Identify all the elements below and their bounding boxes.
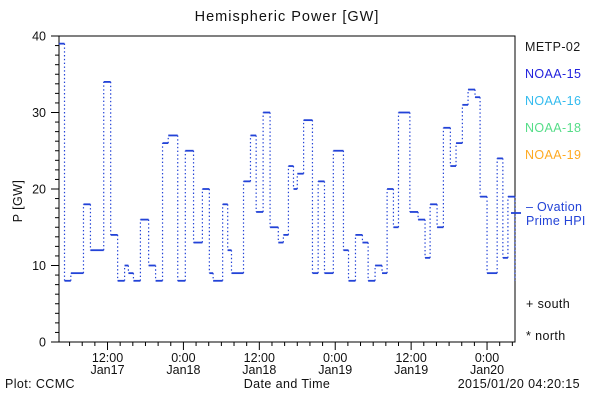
y-tick-label: 10	[32, 259, 46, 273]
y-tick-label: 20	[32, 183, 46, 197]
y-tick-label: 30	[32, 106, 46, 120]
legend-item-noaa18: NOAA-18	[525, 121, 582, 135]
legend-item-noaa15: NOAA-15	[525, 67, 582, 81]
y-tick-label: 0	[39, 336, 46, 350]
creation-timestamp: 2015/01/20 04:20:15	[457, 377, 580, 391]
chart-title: Hemispheric Power [GW]	[194, 9, 380, 25]
x-tick-date-label: Jan18	[166, 363, 200, 377]
y-axis-title: P [GW]	[11, 179, 25, 223]
x-tick-labels: 12:00Jan170:00Jan1812:00Jan180:00Jan1912…	[90, 351, 504, 377]
y-tick-label: 40	[32, 30, 46, 44]
ovation-prime-hpi-label: – Ovation Prime HPI	[526, 200, 586, 228]
x-tick-date-label: Jan19	[318, 363, 352, 377]
legend-item-metp02: METP-02	[525, 40, 581, 54]
north-symbol-label: * north	[526, 329, 566, 343]
legend-item-noaa16: NOAA-16	[525, 94, 582, 108]
x-tick-time-label: 0:00	[323, 351, 347, 365]
x-tick-time-label: 0:00	[171, 351, 195, 365]
plot-frame	[58, 35, 516, 343]
x-axis-ticks	[69, 342, 513, 350]
x-tick-time-label: 12:00	[244, 351, 275, 365]
legend-item-noaa19: NOAA-19	[525, 148, 582, 162]
plot-credit: Plot: CCMC	[5, 377, 75, 391]
south-symbol-label: + south	[526, 297, 571, 311]
x-tick-date-label: Jan18	[242, 363, 276, 377]
x-tick-date-label: Jan17	[90, 363, 124, 377]
x-tick-time-label: 0:00	[475, 351, 499, 365]
x-axis-title: Date and Time	[243, 377, 331, 391]
y-axis-ticks	[51, 35, 59, 343]
hpi-data-trace	[58, 42, 516, 282]
y-tick-labels: 0 10 20 30 40	[32, 30, 46, 350]
x-tick-time-label: 12:00	[92, 351, 123, 365]
x-tick-date-label: Jan19	[394, 363, 428, 377]
x-tick-date-label: Jan20	[470, 363, 504, 377]
ovation-label-line2: Prime HPI	[526, 214, 586, 228]
x-tick-time-label: 12:00	[395, 351, 426, 365]
ovation-label-line1: – Ovation	[526, 200, 583, 214]
